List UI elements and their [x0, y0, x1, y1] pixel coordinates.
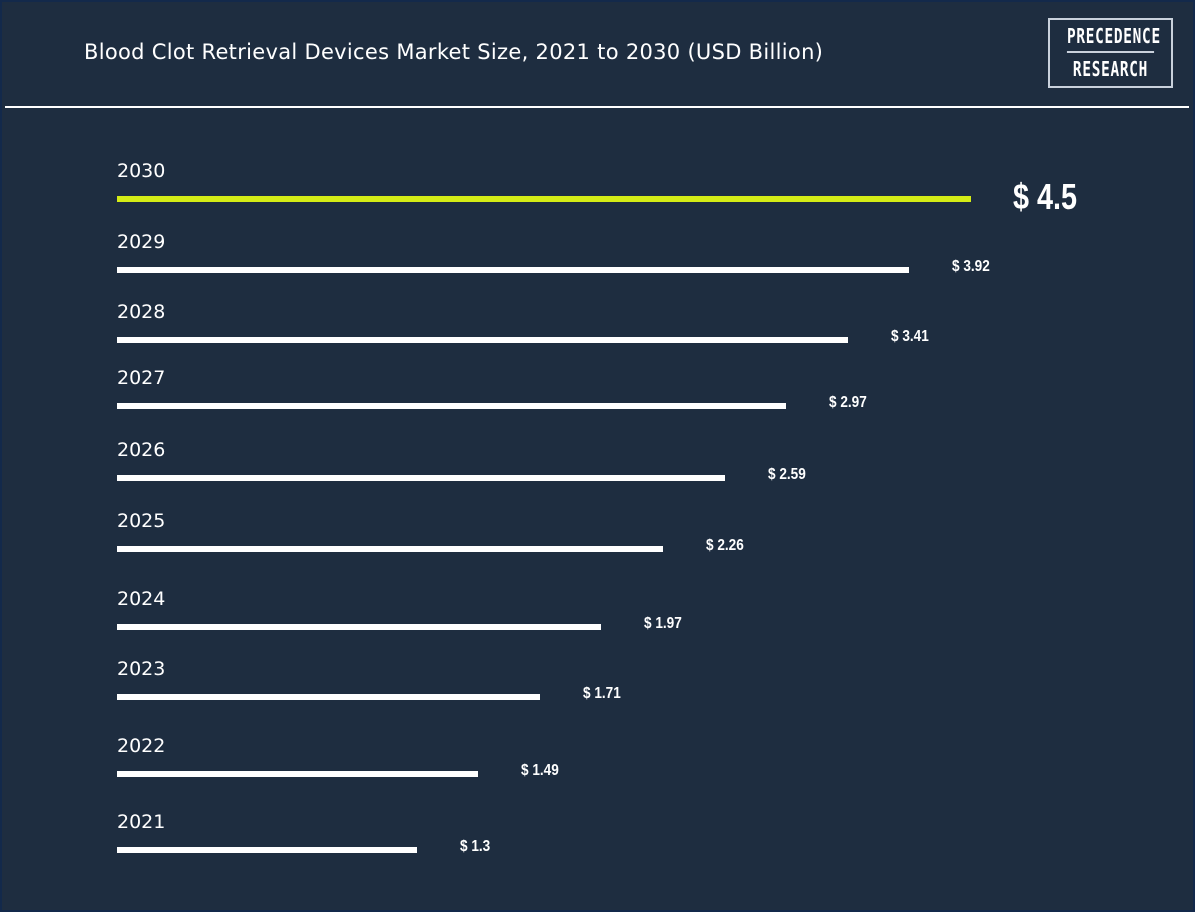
value-label-2027: $ 2.97: [829, 394, 867, 411]
bar-2025: [117, 546, 663, 552]
category-label-2023: 2023: [117, 658, 166, 680]
category-label-2024: 2024: [117, 588, 166, 610]
value-label-2024: $ 1.97: [644, 615, 683, 632]
value-label-2029: $ 3.92: [952, 258, 991, 275]
category-label-2028: 2028: [117, 301, 166, 323]
category-label-2022: 2022: [117, 735, 166, 757]
value-label-2026: $ 2.59: [767, 466, 806, 483]
bar-2021: [117, 847, 417, 853]
category-label-2021: 2021: [117, 811, 166, 833]
logo-line-2: RESEARCH: [1072, 57, 1149, 81]
bar-2026: [117, 475, 725, 481]
value-label-2022: $ 1.49: [521, 762, 559, 779]
header-divider: [5, 106, 1189, 108]
chart-title: Blood Clot Retrieval Devices Market Size…: [84, 40, 824, 64]
bar-2024: [117, 624, 602, 630]
logo-line-1: PRECEDENCE: [1066, 20, 1160, 53]
bar-2029: [117, 267, 910, 273]
category-label-2029: 2029: [117, 231, 166, 253]
bar-2023: [117, 694, 540, 700]
category-label-2025: 2025: [117, 510, 166, 532]
value-label-2025: $ 2.26: [706, 537, 744, 554]
category-label-2027: 2027: [117, 367, 166, 389]
value-label-2023: $ 1.71: [582, 685, 621, 702]
value-label-2030: $ 4.5: [1013, 176, 1078, 217]
bar-2030: [117, 196, 971, 202]
category-label-2026: 2026: [117, 439, 166, 461]
bar-2027: [117, 403, 787, 409]
value-label-2021: $ 1.3: [459, 838, 490, 855]
bar-2028: [117, 337, 848, 343]
bar-2022: [117, 771, 479, 777]
value-label-2028: $ 3.41: [890, 328, 929, 345]
precedence-research-logo: PRECEDENCE RESEARCH: [1048, 18, 1173, 88]
category-label-2030: 2030: [117, 160, 166, 182]
